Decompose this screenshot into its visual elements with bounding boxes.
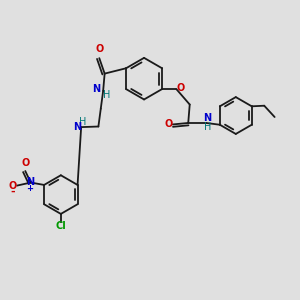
Text: H: H <box>103 90 110 100</box>
Text: O: O <box>95 44 103 54</box>
Text: N: N <box>73 122 81 132</box>
Text: Cl: Cl <box>56 221 66 231</box>
Text: N: N <box>203 113 211 124</box>
Text: O: O <box>165 119 173 129</box>
Text: H: H <box>204 122 211 132</box>
Text: O: O <box>176 82 184 93</box>
Text: +: + <box>26 184 33 193</box>
Text: -: - <box>11 187 15 196</box>
Text: O: O <box>9 181 17 190</box>
Text: H: H <box>79 117 86 127</box>
Text: N: N <box>92 84 101 94</box>
Text: N: N <box>26 177 34 187</box>
Text: O: O <box>21 158 29 168</box>
